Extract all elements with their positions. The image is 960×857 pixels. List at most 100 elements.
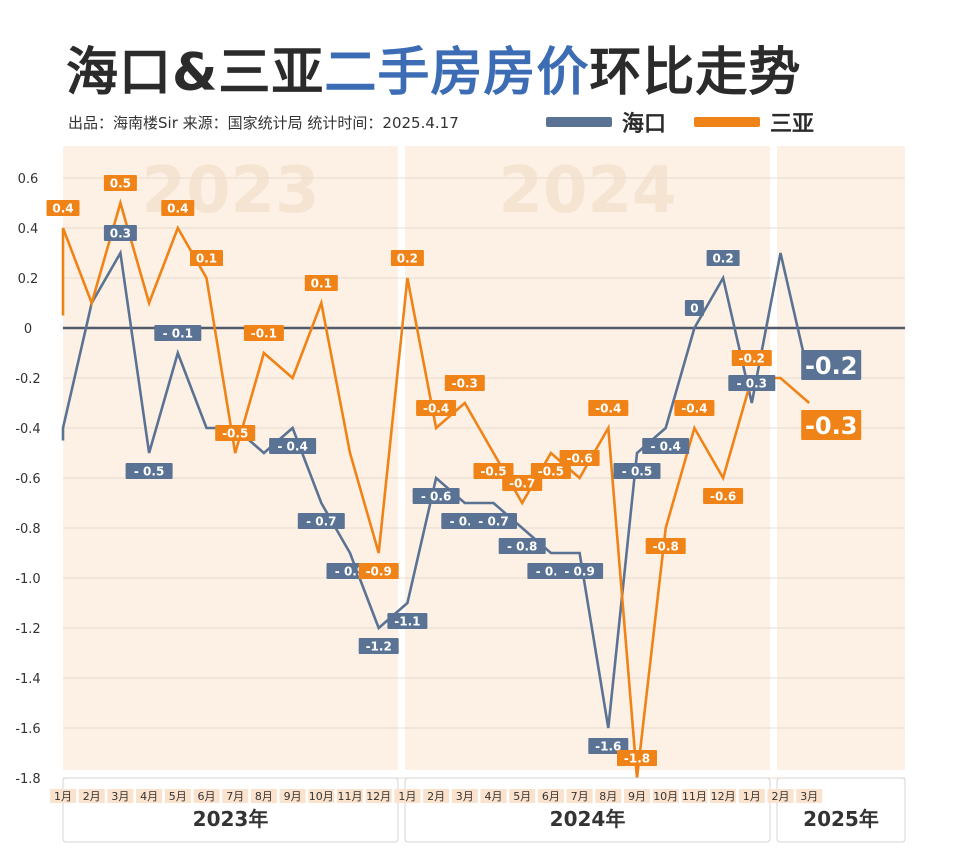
legend-haikou: 海口 (546, 106, 666, 138)
data-label-haikou: - 0.1 (154, 325, 202, 341)
title-part2: 二手房房价 (324, 43, 590, 103)
data-label-text: -0.4 (681, 402, 707, 416)
x-tick-label: 6月 (198, 790, 216, 803)
data-label-text: -0.5 (538, 465, 564, 479)
data-label-box (556, 563, 604, 579)
data-label-text: -0.6 (710, 490, 736, 504)
x-tick-bg (451, 789, 478, 803)
x-tick-bg (193, 789, 220, 803)
data-label-box (470, 513, 517, 529)
data-label-text: - 0.4 (650, 440, 680, 454)
data-label-haikou: - 0.8 (498, 538, 546, 554)
data-label-haikou: - 0.4 (269, 438, 317, 454)
data-label-box (154, 325, 202, 341)
data-label-text: - 0.7 (478, 515, 508, 529)
data-label-text: 0.1 (311, 277, 332, 291)
data-label-box (559, 450, 600, 466)
data-label-text: -0.5 (222, 427, 248, 441)
x-tick-label: 11月 (682, 790, 707, 803)
x-tick-bg (595, 789, 622, 803)
data-label-sanya: 0.1 (190, 250, 223, 266)
data-label-sanya: -0.3 (444, 375, 485, 391)
data-label-box (645, 538, 686, 554)
series-line-haikou (61, 249, 811, 729)
x-tick-bg (710, 789, 737, 803)
year-label-2: 2025年 (803, 807, 879, 831)
data-label-text: - 0.6 (421, 490, 451, 504)
x-tick-label: 10月 (309, 790, 334, 803)
y-tick-label: -0.8 (15, 522, 40, 537)
data-label-box (125, 463, 173, 479)
x-tick-bg (767, 789, 794, 803)
data-label-box (684, 300, 704, 316)
x-tick-bg (624, 789, 650, 803)
x-tick-label: 2月 (427, 790, 445, 803)
data-label-haikou: - 0.5 (125, 463, 173, 479)
x-tick-bg (250, 789, 277, 803)
data-label-text: -0.2 (805, 352, 857, 380)
data-label-haikou: 0.3 (103, 225, 137, 241)
x-tick-bg (308, 789, 335, 803)
data-label-text: 0.2 (397, 252, 418, 266)
data-label-sanya: 0.2 (390, 250, 424, 266)
x-tick-label: 6月 (542, 790, 560, 803)
data-label-box (728, 375, 776, 391)
x-tick-bg (107, 789, 134, 803)
data-label-box (498, 538, 546, 554)
data-label-box (801, 350, 862, 380)
data-label-box (588, 400, 629, 416)
data-label-box (613, 463, 661, 479)
x-tick-label: 3月 (456, 790, 474, 803)
data-label-text: -1.1 (394, 615, 420, 629)
data-label-text: 0.2 (712, 252, 733, 266)
data-label-box (642, 438, 690, 454)
data-label-text: -0.7 (509, 477, 535, 491)
data-label-box (530, 463, 571, 479)
data-label-haikou: - 0.4 (642, 438, 690, 454)
y-tick-label: -1.8 (15, 772, 40, 787)
data-label-text: -0.4 (595, 402, 621, 416)
x-tick-label: 12月 (366, 790, 391, 803)
series-line-sanya (61, 198, 811, 779)
data-label-text: -0.3 (805, 412, 857, 440)
data-label-box (444, 375, 485, 391)
data-label-box (412, 488, 460, 504)
y-tick-label: 0.6 (18, 172, 39, 187)
legend-sanya: 三亚 (694, 106, 814, 138)
y-tick-label: -0.2 (15, 372, 40, 387)
y-tick-label: 0 (24, 322, 32, 337)
x-tick-bg (423, 789, 450, 803)
data-label-text: - 0.1 (163, 327, 193, 341)
x-tick-label: 4月 (485, 790, 503, 803)
data-label-text: -0.8 (653, 540, 679, 554)
x-tick-bg (279, 789, 306, 803)
data-label-text: - 0.9 (335, 565, 365, 579)
chart-subtitle: 出品：海南楼Sir 来源：国家统计局 统计时间：2025.4.17 (68, 114, 459, 132)
data-label-haikou: 0 (684, 300, 704, 316)
x-tick-label: 2月 (772, 790, 790, 803)
data-label-text: -1.8 (624, 752, 650, 766)
data-label-sanya: 0.5 (103, 175, 137, 191)
x-tick-label: 2月 (83, 790, 101, 803)
data-label-text: - 0.5 (622, 465, 652, 479)
year-band-2 (777, 146, 905, 770)
data-label-sanya: 0.4 (46, 200, 80, 216)
data-label-box (269, 438, 317, 454)
data-label-box (387, 613, 428, 629)
data-label-sanya: 0.4 (161, 200, 195, 216)
data-label-haikou: - 0.5 (613, 463, 661, 479)
data-label-sanya: -0.6 (703, 488, 744, 504)
data-label-haikou: -1.1 (387, 613, 428, 629)
data-label-haikou: 0.2 (706, 250, 740, 266)
data-label-box (731, 350, 772, 366)
data-label-text: -0.5 (480, 465, 506, 479)
x-tick-label: 9月 (284, 790, 302, 803)
year-label-0: 2023年 (193, 807, 269, 831)
data-label-text: 0.1 (196, 252, 217, 266)
data-label-text: -0.3 (452, 377, 478, 391)
x-tick-bg (164, 789, 191, 803)
data-label-box (801, 410, 862, 440)
data-label-text: - 0.5 (134, 465, 164, 479)
data-label-sanya: -1.8 (617, 750, 657, 766)
